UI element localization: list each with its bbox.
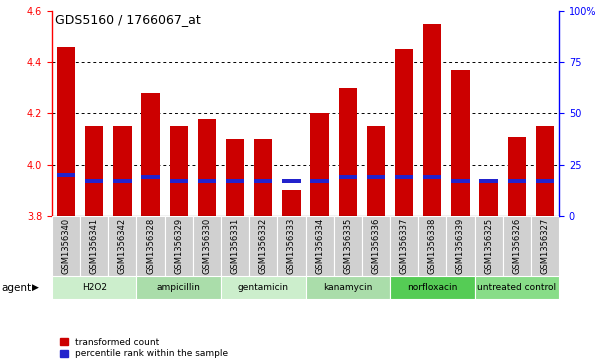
Text: gentamicin: gentamicin: [238, 283, 289, 292]
Bar: [282, 179, 301, 183]
Bar: [310, 179, 329, 183]
Bar: [338, 88, 357, 216]
Text: GSM1356338: GSM1356338: [428, 218, 437, 274]
Bar: [249, 216, 277, 276]
Bar: [503, 216, 531, 276]
Text: GSM1356330: GSM1356330: [202, 218, 211, 274]
Bar: [452, 179, 470, 183]
Bar: [113, 126, 131, 216]
Bar: [508, 179, 526, 183]
Bar: [475, 276, 559, 299]
Bar: [306, 276, 390, 299]
Text: ▶: ▶: [32, 283, 38, 292]
Bar: [480, 179, 498, 183]
Text: H2O2: H2O2: [82, 283, 107, 292]
Bar: [198, 179, 216, 183]
Bar: [57, 173, 75, 177]
Bar: [508, 136, 526, 216]
Bar: [52, 216, 80, 276]
Bar: [170, 179, 188, 183]
Bar: [221, 216, 249, 276]
Bar: [452, 70, 470, 216]
Bar: [277, 216, 306, 276]
Text: GSM1356334: GSM1356334: [315, 218, 324, 274]
Bar: [423, 24, 441, 216]
Bar: [310, 114, 329, 216]
Text: GSM1356337: GSM1356337: [400, 218, 409, 274]
Bar: [52, 276, 136, 299]
Bar: [338, 175, 357, 179]
Text: agent: agent: [2, 283, 32, 293]
Bar: [447, 216, 475, 276]
Bar: [362, 216, 390, 276]
Text: ampicillin: ampicillin: [157, 283, 200, 292]
Bar: [141, 93, 159, 216]
Bar: [390, 276, 475, 299]
Bar: [141, 175, 159, 179]
Text: GSM1356332: GSM1356332: [258, 218, 268, 274]
Text: kanamycin: kanamycin: [323, 283, 373, 292]
Bar: [113, 179, 131, 183]
Text: GDS5160 / 1766067_at: GDS5160 / 1766067_at: [55, 13, 201, 26]
Text: GSM1356335: GSM1356335: [343, 218, 353, 274]
Text: GSM1356326: GSM1356326: [512, 218, 521, 274]
Bar: [254, 139, 273, 216]
Text: untreated control: untreated control: [477, 283, 557, 292]
Text: GSM1356339: GSM1356339: [456, 218, 465, 274]
Bar: [536, 126, 554, 216]
Bar: [198, 119, 216, 216]
Bar: [367, 126, 385, 216]
Legend: transformed count, percentile rank within the sample: transformed count, percentile rank withi…: [59, 338, 228, 359]
Bar: [80, 216, 108, 276]
Bar: [395, 49, 413, 216]
Bar: [85, 126, 103, 216]
Text: GSM1356336: GSM1356336: [371, 218, 381, 274]
Bar: [226, 179, 244, 183]
Bar: [254, 179, 273, 183]
Bar: [85, 179, 103, 183]
Bar: [423, 175, 441, 179]
Bar: [306, 216, 334, 276]
Bar: [170, 126, 188, 216]
Text: GSM1356331: GSM1356331: [230, 218, 240, 274]
Bar: [282, 190, 301, 216]
Text: GSM1356328: GSM1356328: [146, 218, 155, 274]
Bar: [418, 216, 447, 276]
Bar: [221, 276, 306, 299]
Bar: [334, 216, 362, 276]
Text: GSM1356341: GSM1356341: [90, 218, 99, 274]
Text: GSM1356340: GSM1356340: [62, 218, 70, 274]
Text: GSM1356342: GSM1356342: [118, 218, 127, 274]
Bar: [136, 216, 164, 276]
Bar: [164, 216, 193, 276]
Text: GSM1356327: GSM1356327: [541, 218, 549, 274]
Bar: [226, 139, 244, 216]
Text: GSM1356329: GSM1356329: [174, 218, 183, 274]
Bar: [136, 276, 221, 299]
Text: GSM1356333: GSM1356333: [287, 218, 296, 274]
Bar: [395, 175, 413, 179]
Bar: [531, 216, 559, 276]
Bar: [367, 175, 385, 179]
Bar: [108, 216, 136, 276]
Text: norfloxacin: norfloxacin: [407, 283, 458, 292]
Text: GSM1356325: GSM1356325: [484, 218, 493, 274]
Bar: [390, 216, 418, 276]
Bar: [193, 216, 221, 276]
Bar: [480, 180, 498, 216]
Bar: [536, 179, 554, 183]
Bar: [57, 47, 75, 216]
Bar: [475, 216, 503, 276]
